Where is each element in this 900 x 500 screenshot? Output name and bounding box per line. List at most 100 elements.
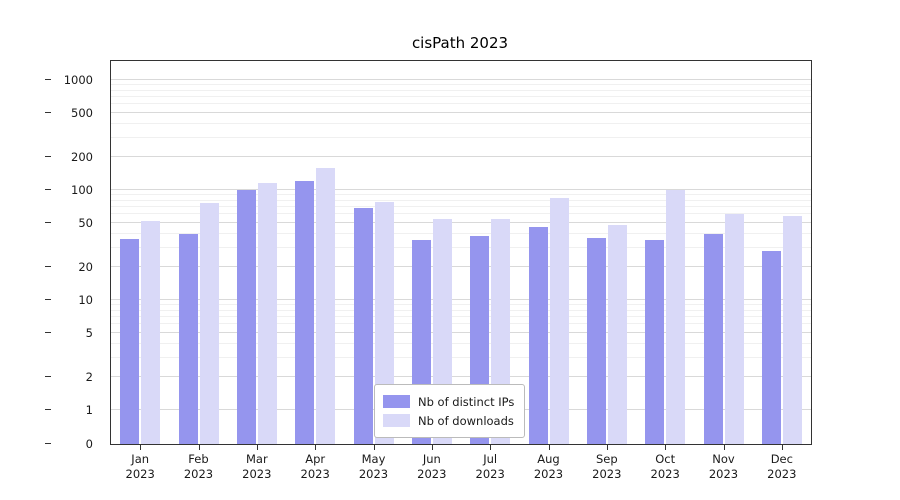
y-tick-label: 20 [78, 259, 93, 274]
bar-distinct-ips [703, 233, 723, 444]
bar-distinct-ips [761, 250, 781, 444]
gridline-minor [111, 89, 811, 91]
y-tick-mark [45, 112, 51, 114]
x-axis-ticks: Jan 2023 Feb 2023 Mar 2023 Apr 2023 May 2023 Jun 20… [111, 61, 811, 481]
x-tick-mark [315, 444, 317, 450]
y-tick-mark [45, 299, 51, 300]
gridline-minor [111, 309, 811, 311]
x-tick-mark [140, 444, 142, 450]
bars-layer [111, 61, 811, 444]
y-axis-ticks: 0 1 2 5 10 20 50 100 200 500 1000 [45, 61, 103, 451]
x-tick-label: Feb 2023 [183, 452, 214, 481]
bar-distinct-ips [645, 240, 665, 444]
legend-swatch-downloads [383, 414, 410, 427]
x-tick-label: Sep 2023 [592, 452, 622, 481]
y-tick-label: 500 [71, 106, 93, 121]
legend-label-distinct-ips: Nb of distinct IPs [418, 394, 515, 409]
y-tick-label: 1 [85, 403, 93, 417]
y-tick-label: 5 [85, 326, 93, 341]
gridline-minor [111, 213, 811, 215]
y-tick-label: 50 [78, 216, 93, 231]
legend-item-downloads: Nb of downloads [383, 411, 514, 430]
x-tick-mark [606, 444, 608, 450]
bar-downloads [724, 214, 744, 444]
y-tick-mark [45, 155, 51, 157]
x-tick-label: Jan 2023 [125, 452, 155, 481]
y-tick-mark [45, 443, 51, 444]
bar-distinct-ips [353, 208, 373, 444]
gridline-major [111, 299, 811, 300]
legend-label-downloads: Nb of downloads [418, 413, 514, 428]
x-tick-mark [431, 444, 433, 450]
gridline-minor [111, 96, 811, 98]
x-tick-mark [723, 444, 725, 450]
x-tick-label: May 2023 [358, 452, 389, 481]
y-tick-label: 100 [71, 183, 93, 197]
gridline-minor [111, 136, 811, 138]
x-tick-label: Nov 2023 [708, 452, 739, 481]
legend-swatch-distinct-ips [383, 395, 410, 408]
gridline-minor [111, 342, 811, 344]
bar-downloads [607, 225, 627, 444]
bar-distinct-ips [528, 227, 548, 444]
bar-downloads [199, 203, 219, 444]
y-tick-label: 10 [78, 293, 93, 307]
y-tick-mark [45, 332, 51, 334]
x-tick-label: Jun 2023 [417, 452, 447, 481]
x-tick-mark [256, 444, 258, 450]
x-tick-label: Oct 2023 [650, 452, 680, 481]
gridline-minor [111, 316, 811, 318]
y-tick-mark [45, 265, 51, 267]
gridline-major [111, 112, 811, 114]
gridline-minor [111, 84, 811, 86]
y-tick-mark [45, 79, 51, 80]
bar-downloads [141, 221, 161, 444]
bar-downloads [666, 190, 686, 444]
gridline-major [111, 189, 811, 190]
y-tick-label: 0 [85, 437, 93, 451]
gridline-major [111, 332, 811, 334]
x-tick-mark [373, 444, 375, 450]
bar-downloads [374, 201, 394, 444]
gridline-major [111, 155, 811, 157]
y-tick-label: 1000 [63, 73, 93, 87]
gridline-minor [111, 206, 811, 208]
bar-downloads [257, 183, 277, 444]
gridline-major [111, 265, 811, 267]
bar-distinct-ips [178, 233, 198, 444]
bar-distinct-ips [586, 237, 606, 444]
chart-title: cisPath 2023 [411, 34, 509, 52]
gridline-major [111, 79, 811, 80]
y-tick-mark [45, 189, 51, 190]
x-tick-mark [781, 444, 783, 450]
plot-area: Jan 2023 Feb 2023 Mar 2023 Apr 2023 May 2023 Jun 20… [45, 60, 812, 481]
x-tick-mark [198, 444, 200, 450]
bar-downloads [316, 167, 336, 444]
gridline-minor [111, 122, 811, 124]
x-tick-label: Apr 2023 [300, 452, 330, 481]
y-tick-mark [45, 375, 51, 377]
x-tick-label: Aug 2023 [533, 452, 564, 481]
gridline-minor [111, 356, 811, 358]
legend-item-distinct-ips: Nb of distinct IPs [383, 392, 514, 411]
gridline-minor [111, 304, 811, 306]
bar-distinct-ips [236, 190, 256, 444]
gridline-minor [111, 246, 811, 248]
y-tick-mark [45, 222, 51, 224]
gridline-minor [111, 323, 811, 325]
y-tick-label: 200 [71, 149, 93, 164]
gridline-major [111, 222, 811, 224]
y-tick-label: 2 [85, 369, 93, 384]
x-tick-label: Mar 2023 [242, 452, 272, 481]
y-tick-mark [45, 409, 51, 410]
bar-downloads [782, 216, 802, 444]
bar-distinct-ips [120, 238, 140, 444]
x-tick-label: Dec 2023 [767, 452, 797, 481]
gridline-minor [111, 194, 811, 196]
gridline-minor [111, 199, 811, 201]
x-tick-label: Jul 2023 [475, 452, 505, 481]
gridline-minor [111, 232, 811, 234]
x-tick-mark [665, 444, 667, 450]
bar-downloads [549, 197, 569, 444]
